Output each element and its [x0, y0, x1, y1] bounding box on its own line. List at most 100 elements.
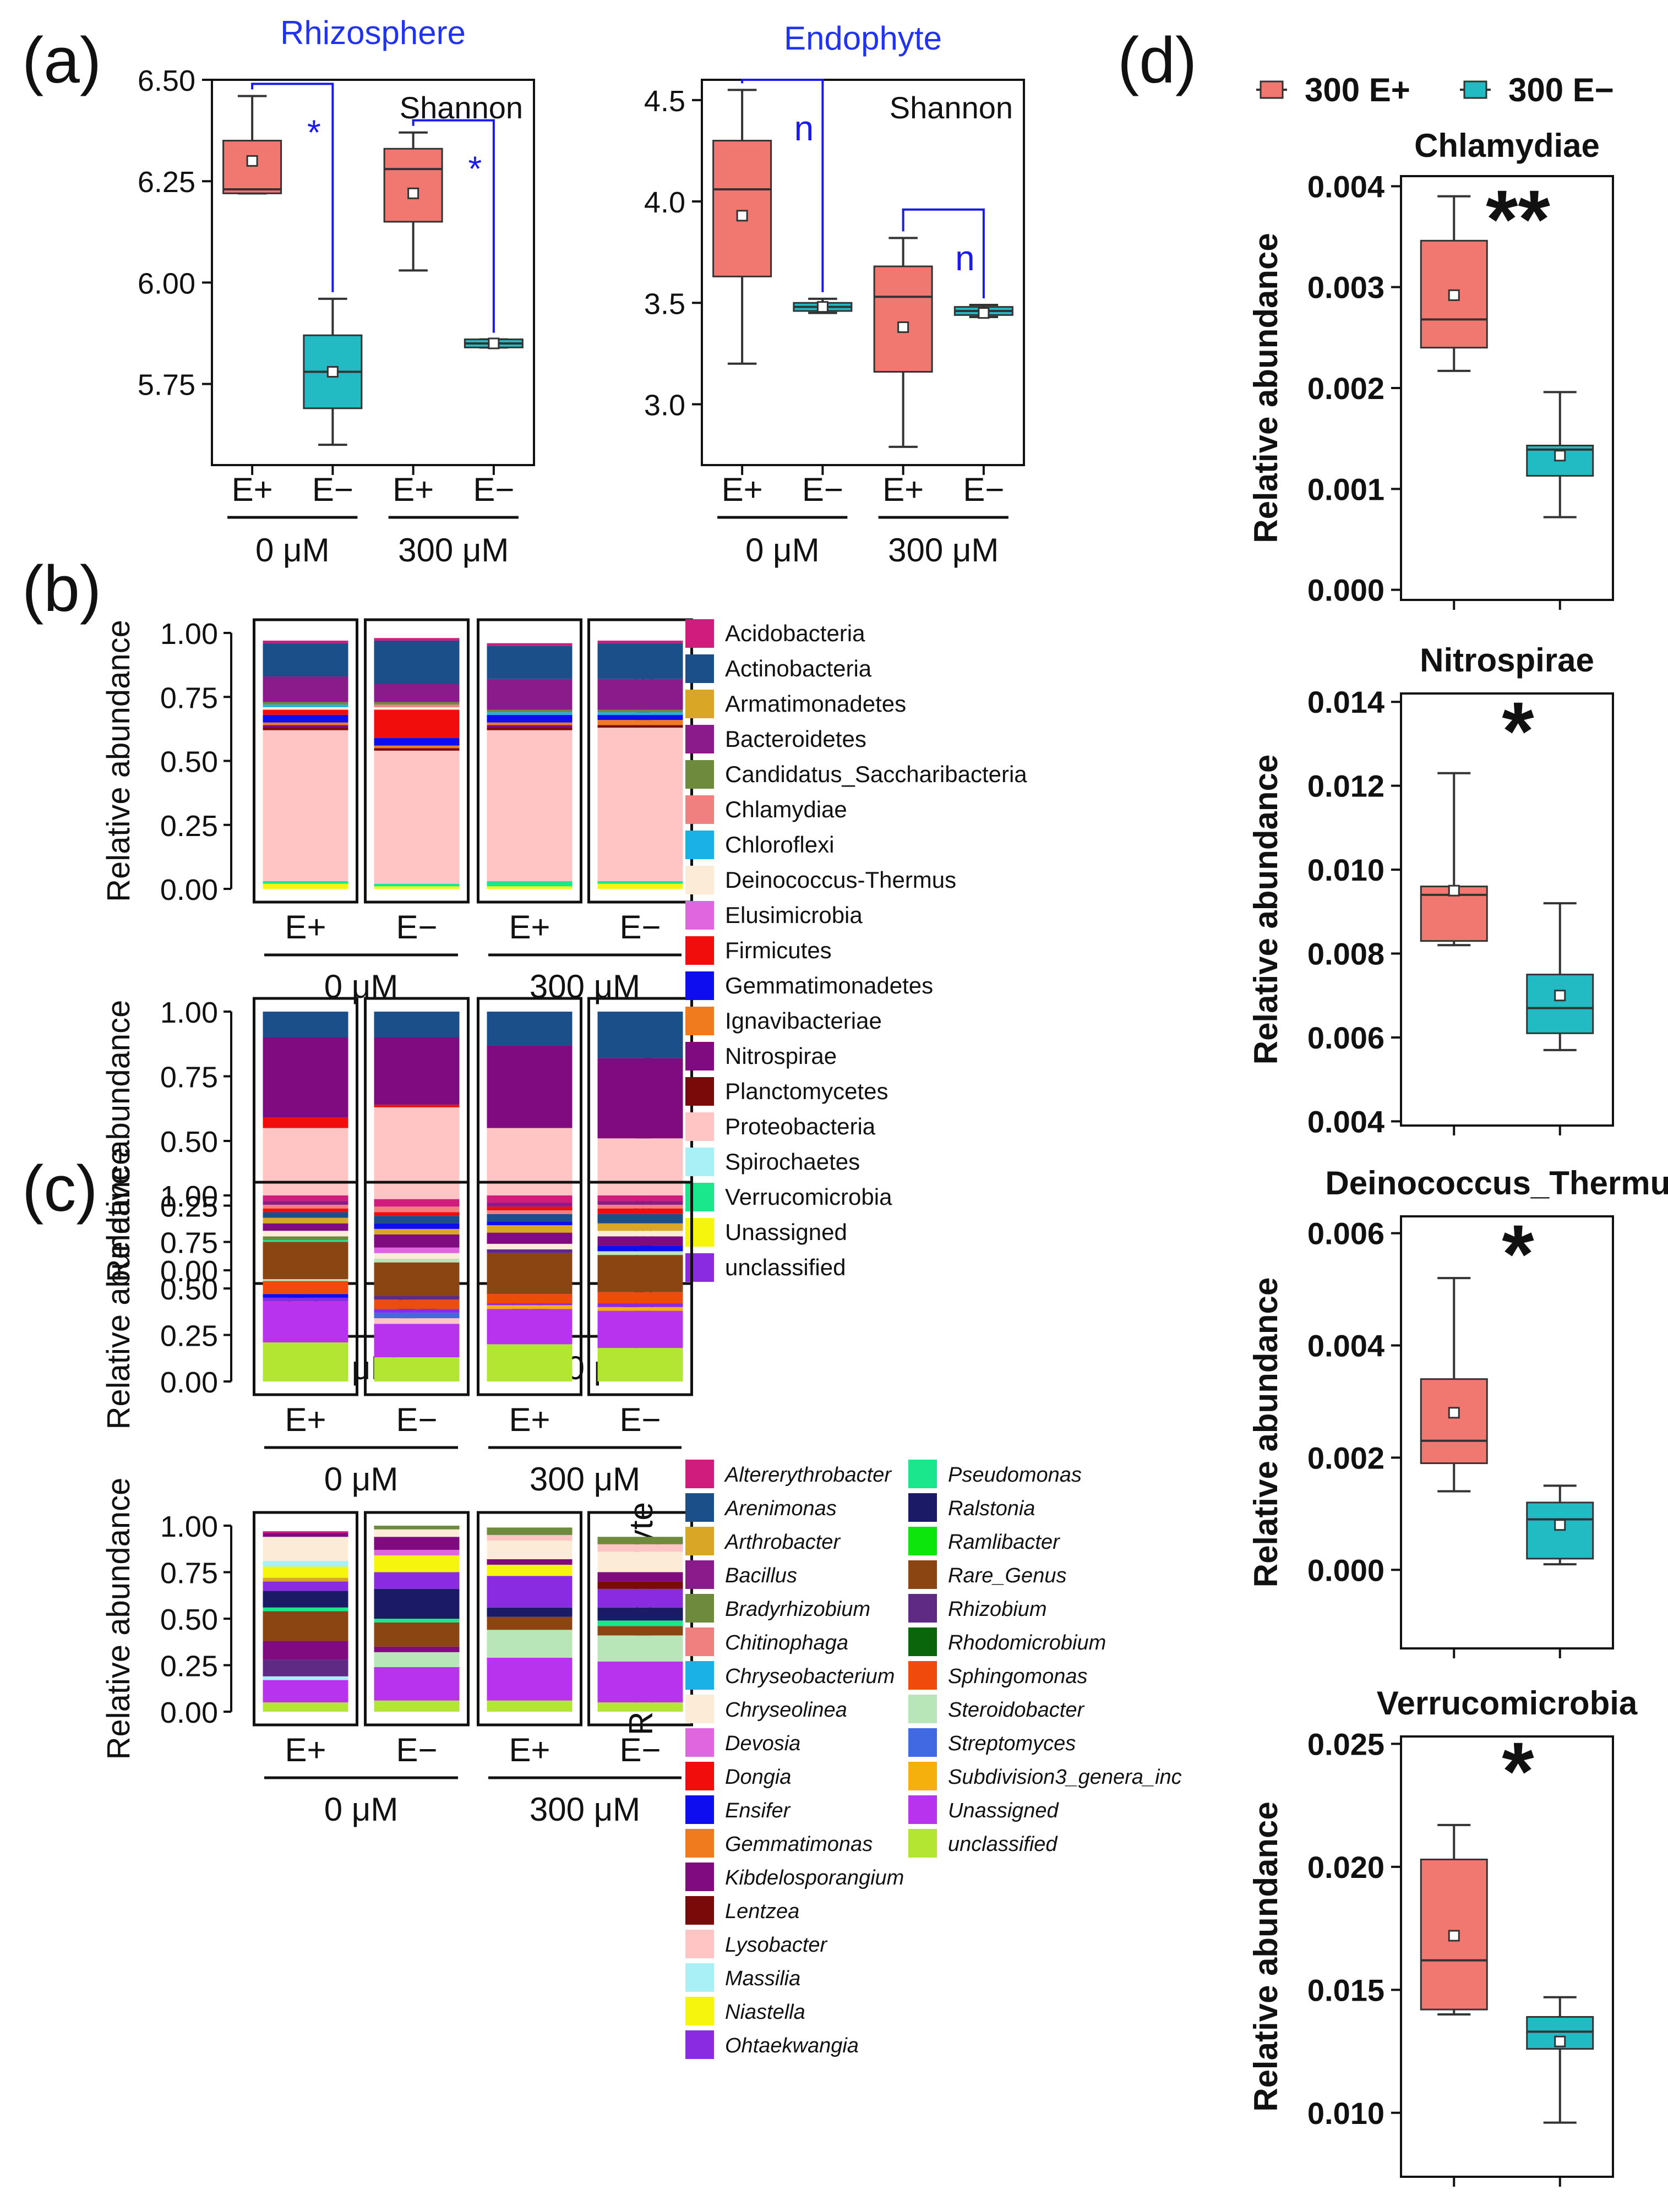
x-group-label: E+	[285, 909, 326, 946]
y-tick-label: 6.50	[138, 64, 195, 97]
bar-segment	[374, 707, 460, 710]
bar-segment	[263, 1566, 348, 1578]
inner-label: Shannon	[400, 90, 523, 125]
plot-frame	[1400, 692, 1614, 1127]
legend-label: Ralstonia	[948, 1497, 1035, 1520]
y-tick-label: 0.50	[160, 746, 218, 779]
bar-segment	[263, 725, 348, 728]
legend-label: Firmicutes	[725, 937, 832, 963]
y-tick-label: 0.003	[1307, 270, 1384, 305]
bar-segment	[374, 1619, 460, 1623]
legend-label: Verrucomicrobia	[725, 1184, 892, 1210]
x-group-label: E+	[285, 1401, 326, 1438]
bar-segment	[263, 1208, 348, 1212]
bar-segment	[487, 1309, 573, 1345]
legend-label: Gemmatimonadetes	[725, 973, 933, 998]
bar-segment	[487, 712, 573, 715]
y-tick-label: 0.010	[1307, 2096, 1384, 2131]
legend-swatch	[685, 1762, 714, 1790]
bar-segment	[487, 1225, 573, 1233]
box-eplus	[222, 140, 282, 194]
significance-bracket	[251, 83, 334, 292]
legend-label: Sphingomonas	[948, 1665, 1088, 1688]
legend-swatch	[908, 1594, 937, 1623]
y-tick-label: 0.25	[160, 1650, 218, 1683]
bar-segment	[597, 1635, 683, 1662]
bar-segment	[374, 1549, 460, 1556]
bar-segment	[597, 1537, 683, 1544]
bar-segment	[487, 730, 573, 882]
y-tick-label: 0.004	[1307, 1328, 1384, 1363]
legend-swatch	[685, 1218, 714, 1247]
bar-segment	[597, 1661, 683, 1703]
bar-segment	[487, 1221, 573, 1226]
bar-segment	[597, 709, 683, 713]
bar-segment	[374, 1622, 460, 1647]
bar-segment	[597, 883, 683, 889]
y-tick-label: 0.006	[1307, 1020, 1384, 1055]
bar-segment	[263, 1297, 348, 1302]
legend-swatch	[685, 1042, 714, 1071]
plot-frame	[211, 79, 535, 466]
y-tick-label: 0.25	[160, 1320, 218, 1353]
y-tick-label: 0.000	[1307, 1553, 1384, 1587]
bar-segment	[263, 1117, 348, 1128]
legend-swatch	[685, 1007, 714, 1035]
y-tick-label: 0.001	[1307, 472, 1384, 506]
legend-swatch	[685, 1460, 714, 1488]
inner-label: Shannon	[890, 90, 1013, 125]
x-group-label: E+	[882, 471, 924, 508]
bar-segment	[597, 1236, 683, 1246]
legend-swatch	[685, 654, 714, 683]
legend-label: Ignavibacteriae	[725, 1008, 882, 1034]
bar-segment	[263, 1037, 348, 1118]
bar-segment	[597, 1552, 683, 1572]
bar-segment	[374, 1357, 460, 1381]
bar-segment	[597, 1620, 683, 1626]
bar-segment	[597, 725, 683, 728]
chart-a-rhizo: 6.50 6.25 6.00 5.75 Shannon Rhizosphere * * E+ E−…	[138, 14, 535, 569]
bracket-label: *	[307, 112, 321, 152]
bar-segment	[597, 679, 683, 710]
bar-segment	[487, 1249, 573, 1253]
mean-marker	[1448, 1930, 1460, 1942]
significance-mark: **	[1486, 173, 1550, 265]
bar-segment	[487, 1657, 573, 1701]
bar-segment	[487, 881, 573, 887]
x-concentration-label: 300 μM	[530, 1791, 640, 1828]
mean-marker	[1554, 450, 1566, 462]
mean-marker	[1448, 1407, 1460, 1419]
bar-segment	[263, 1281, 348, 1295]
legend-label: Gemmatimonas	[725, 1833, 873, 1856]
legend-swatch	[908, 1795, 937, 1824]
bar-segment	[263, 676, 348, 702]
bar-segment	[487, 1527, 573, 1535]
bracket-label: n	[794, 108, 814, 148]
bar-segment	[597, 1246, 683, 1252]
bar-segment	[263, 1607, 348, 1612]
bar-segment	[374, 1324, 460, 1358]
y-axis-title: Relative abundance	[1247, 233, 1284, 543]
y-tick-label: 4.0	[644, 186, 685, 219]
bar-segment	[487, 714, 573, 723]
bar-segment	[487, 1243, 573, 1250]
mean-marker	[736, 210, 748, 222]
plot-frame	[1400, 1735, 1614, 2178]
bar-segment	[263, 1301, 348, 1343]
legend-swatch	[685, 1863, 714, 1891]
y-tick-label: 1.00	[160, 1510, 218, 1543]
bar-segment	[374, 702, 460, 705]
bar-segment	[597, 1581, 683, 1589]
bar-segment	[374, 1037, 460, 1105]
bar-segment	[374, 1199, 460, 1207]
legend-swatch	[685, 1493, 714, 1522]
bar-segment	[597, 643, 683, 679]
legend-label: Dongia	[725, 1766, 791, 1789]
bar-segment	[597, 1626, 683, 1636]
y-tick-label: 0.25	[160, 1190, 218, 1224]
chart-title: Nitrospirae	[1420, 642, 1594, 679]
bar-frame	[364, 618, 470, 904]
bar-segment	[597, 1310, 683, 1348]
legend-label: unclassified	[725, 1254, 846, 1280]
legend-label: Acidobacteria	[725, 620, 865, 646]
